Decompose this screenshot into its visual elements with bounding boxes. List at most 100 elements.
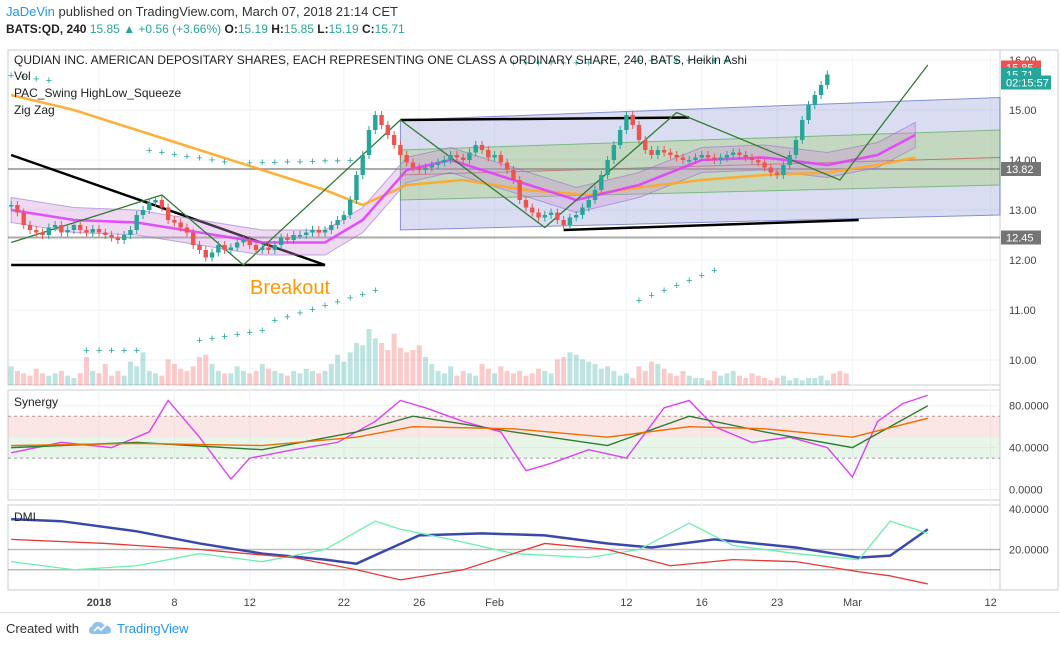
candle-body: [530, 207, 535, 213]
trendline: [400, 116, 690, 122]
open-label: O:: [224, 22, 238, 36]
volume-bar: [215, 371, 221, 385]
volume-bar: [353, 343, 359, 385]
candle-body: [121, 235, 127, 240]
volume-bar: [579, 359, 585, 385]
x-tick-label: Feb: [485, 597, 504, 609]
candle-body: [423, 167, 428, 170]
sar-marker: +: [171, 149, 177, 161]
volume-bar: [297, 373, 303, 385]
volume-bar: [762, 378, 768, 385]
low-value: 15.19: [328, 22, 359, 36]
candle-body: [580, 207, 585, 215]
synergy-y-tick: 0.0000: [1009, 485, 1043, 497]
candle-body: [234, 242, 240, 248]
sar-marker: +: [347, 293, 353, 305]
tradingview-cloud-icon[interactable]: [88, 620, 112, 636]
candle-body: [228, 247, 234, 250]
candle-body: [197, 245, 202, 250]
y-tick-label: 13.00: [1009, 205, 1037, 217]
published-text: published on TradingView.com, March 07, …: [58, 4, 398, 19]
sar-marker: +: [221, 157, 227, 169]
volume-bar: [102, 364, 108, 385]
volume-bar: [724, 373, 730, 385]
candle-body: [278, 237, 284, 245]
sar-marker: +: [297, 156, 303, 168]
volume-bar: [554, 359, 560, 385]
candle-body: [599, 175, 604, 190]
volume-bar: [542, 371, 548, 385]
sar-marker: +: [146, 145, 152, 157]
synergy-band-upper: [8, 416, 1000, 438]
volume-bar: [636, 366, 642, 385]
candle-body: [699, 155, 704, 158]
y-tick-label: 12.00: [1009, 255, 1037, 267]
volume-bar: [598, 368, 604, 385]
volume-bar: [736, 375, 742, 385]
sar-marker: +: [573, 58, 579, 70]
volume-bar: [605, 366, 611, 385]
close-value: 15.71: [374, 22, 405, 36]
candle-body: [247, 240, 252, 245]
candle-body: [184, 227, 190, 233]
volume-bar: [209, 364, 215, 385]
y-tick-label: 10.00: [1009, 355, 1037, 367]
volume-bar: [692, 378, 699, 385]
candle-body: [159, 200, 165, 208]
x-tick-label: 12: [984, 597, 996, 609]
sar-marker: +: [184, 151, 190, 163]
candle-body: [730, 152, 736, 155]
volume-bar: [818, 375, 824, 385]
sar-marker: +: [523, 58, 529, 70]
sar-marker: +: [322, 156, 328, 168]
volume-bar: [586, 361, 592, 385]
candle-body: [536, 212, 541, 218]
tradingview-brand[interactable]: TradingView: [117, 621, 189, 636]
volume-bar: [831, 373, 837, 385]
candle-body: [762, 162, 767, 168]
sar-marker: +: [284, 157, 290, 169]
candle-body: [90, 229, 95, 233]
candle-body: [52, 225, 58, 228]
candle-body: [655, 150, 661, 155]
candle-body: [712, 157, 717, 160]
volume-bar: [749, 373, 755, 385]
candle-body: [605, 160, 610, 175]
volume-bar: [27, 375, 33, 385]
change-value: +0.56 (+3.66%): [138, 22, 222, 36]
sar-marker: +: [108, 345, 114, 357]
candle-body: [385, 125, 391, 135]
dmi-series-adx: [11, 517, 929, 565]
sar-marker: +: [673, 55, 679, 67]
volume-bar: [561, 357, 567, 385]
candle-body: [285, 237, 290, 240]
x-tick-label: 2018: [87, 597, 111, 609]
candle-body: [467, 152, 472, 160]
symbol-label[interactable]: BATS:QD, 240: [6, 22, 87, 36]
candle-body: [724, 155, 730, 158]
candle-body: [297, 235, 303, 237]
volume-bar: [718, 375, 724, 385]
x-tick-label: 16: [696, 597, 708, 609]
volume-bar: [837, 371, 843, 385]
volume-bar: [655, 364, 661, 385]
candle-body: [96, 229, 102, 233]
created-with-label: Created with: [6, 621, 79, 636]
candle-body: [768, 167, 774, 173]
volume-bar: [121, 375, 127, 385]
chart-canvas[interactable]: 16.0015.0014.0013.0012.0011.0010.0020188…: [0, 40, 1060, 612]
candle-body: [636, 125, 642, 140]
author-link[interactable]: JaDeVin: [6, 4, 55, 19]
candle-body: [417, 167, 422, 170]
volume-bar: [247, 373, 253, 385]
candle-body: [115, 237, 121, 240]
last-price: 15.85: [89, 22, 120, 36]
sar-marker: +: [322, 300, 328, 312]
candle-body: [787, 155, 792, 165]
volume-bar: [567, 352, 573, 385]
volume-bar: [222, 373, 228, 385]
volume-bar: [347, 352, 353, 385]
candle-body: [737, 152, 742, 155]
candle-body: [561, 220, 566, 225]
volume-bar: [592, 364, 598, 385]
